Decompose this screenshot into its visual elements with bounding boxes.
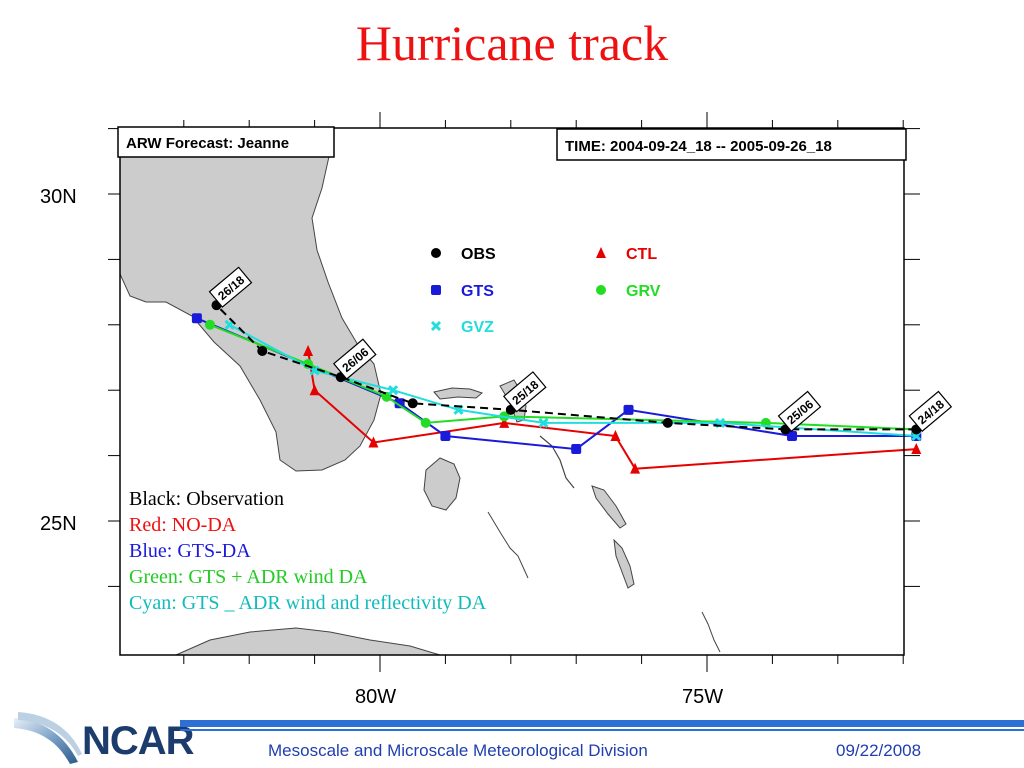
legend-marker-ctl [596, 247, 606, 258]
ncar-logo-swoosh [14, 712, 82, 764]
andros-island [423, 457, 461, 511]
time-tag-box [332, 338, 377, 380]
map-frame [119, 127, 905, 656]
track-point-gvz [538, 417, 549, 428]
track-point-gts [623, 404, 634, 415]
lat-label-25n: 25N [40, 513, 77, 535]
cuba-landmass [175, 627, 441, 656]
legend-green: Green: GTS + ADR wind DA [129, 566, 368, 588]
legend-label-gvz: GVZ [461, 319, 494, 336]
track-point-gts [787, 430, 798, 441]
time-box [556, 128, 907, 161]
track-point-ctl [610, 429, 621, 441]
legend-marker-obs [431, 248, 441, 258]
track-point-gts [191, 313, 202, 324]
ncar-logo-text: NCAR [82, 719, 195, 763]
cat-island [591, 485, 627, 529]
track-point-ctl [303, 344, 314, 356]
track-point-ctl [368, 436, 379, 448]
forecast-title-box [117, 126, 335, 158]
time-tag-box [208, 266, 253, 308]
legend-label-gts: GTS [461, 283, 494, 300]
color-legend-text: Black: Observation Red: NO-DA Blue: GTS-… [129, 486, 486, 616]
exuma-chain [487, 511, 529, 579]
track-point-ctl [309, 384, 320, 396]
track-point-obs [662, 417, 673, 428]
southern-cays [701, 611, 721, 653]
track-line-obs [215, 304, 917, 431]
footer-line [180, 729, 1024, 731]
lon-label-75w: 75W [682, 686, 723, 708]
legend-marker-gvz [430, 320, 442, 332]
time-tag-box [777, 390, 822, 433]
track-line-ctl [307, 350, 917, 470]
long-island [613, 538, 635, 589]
track-point-gvz [388, 385, 399, 396]
lat-label-30n: 30N [40, 186, 77, 208]
legend-marker-grv [596, 285, 606, 295]
time-tag: 26/06 [332, 338, 377, 380]
time-tag-box [908, 390, 953, 433]
track-point-grv [420, 417, 431, 428]
legend-black: Black: Observation [129, 488, 284, 510]
grand-bahama-island [433, 387, 484, 400]
legend-red: Red: NO-DA [129, 514, 237, 536]
legend-label-ctl: CTL [626, 246, 657, 263]
track-point-grv [381, 391, 392, 402]
track-point-ctl [911, 443, 922, 455]
track-point-obs [257, 345, 268, 356]
track-point-grv [204, 319, 215, 330]
track-point-gvz [309, 365, 320, 376]
florida-landmass [119, 127, 382, 472]
slide-title: Hurricane track [355, 15, 669, 71]
lon-label-80w: 80W [355, 686, 396, 708]
time-tag: 26/18 [208, 266, 253, 308]
time-tag-box [502, 371, 547, 413]
track-point-obs [407, 398, 418, 409]
time-range: TIME: 2004-09-24_18 -- 2005-09-26_18 [565, 138, 832, 155]
legend-label-grv: GRV [626, 283, 661, 300]
footer-division: Mesoscale and Microscale Meteorological … [268, 741, 648, 760]
track-point-gts [571, 444, 582, 455]
forecast-title: ARW Forecast: Jeanne [126, 135, 289, 152]
legend-blue: Blue: GTS-DA [129, 540, 251, 562]
track-point-gts [440, 430, 451, 441]
legend-cyan: Cyan: GTS _ ADR wind and reflectivity DA [129, 592, 487, 614]
footer-date: 09/22/2008 [836, 741, 922, 760]
track-point-gts [394, 398, 405, 409]
eleuthera-island [539, 435, 575, 489]
legend-label-obs: OBS [461, 246, 496, 263]
track-point-ctl [630, 462, 641, 474]
legend-marker-gts [431, 285, 441, 295]
track-point-ctl [499, 416, 510, 428]
footer-bar [180, 720, 1024, 727]
time-tag: 25/18 [502, 371, 547, 413]
